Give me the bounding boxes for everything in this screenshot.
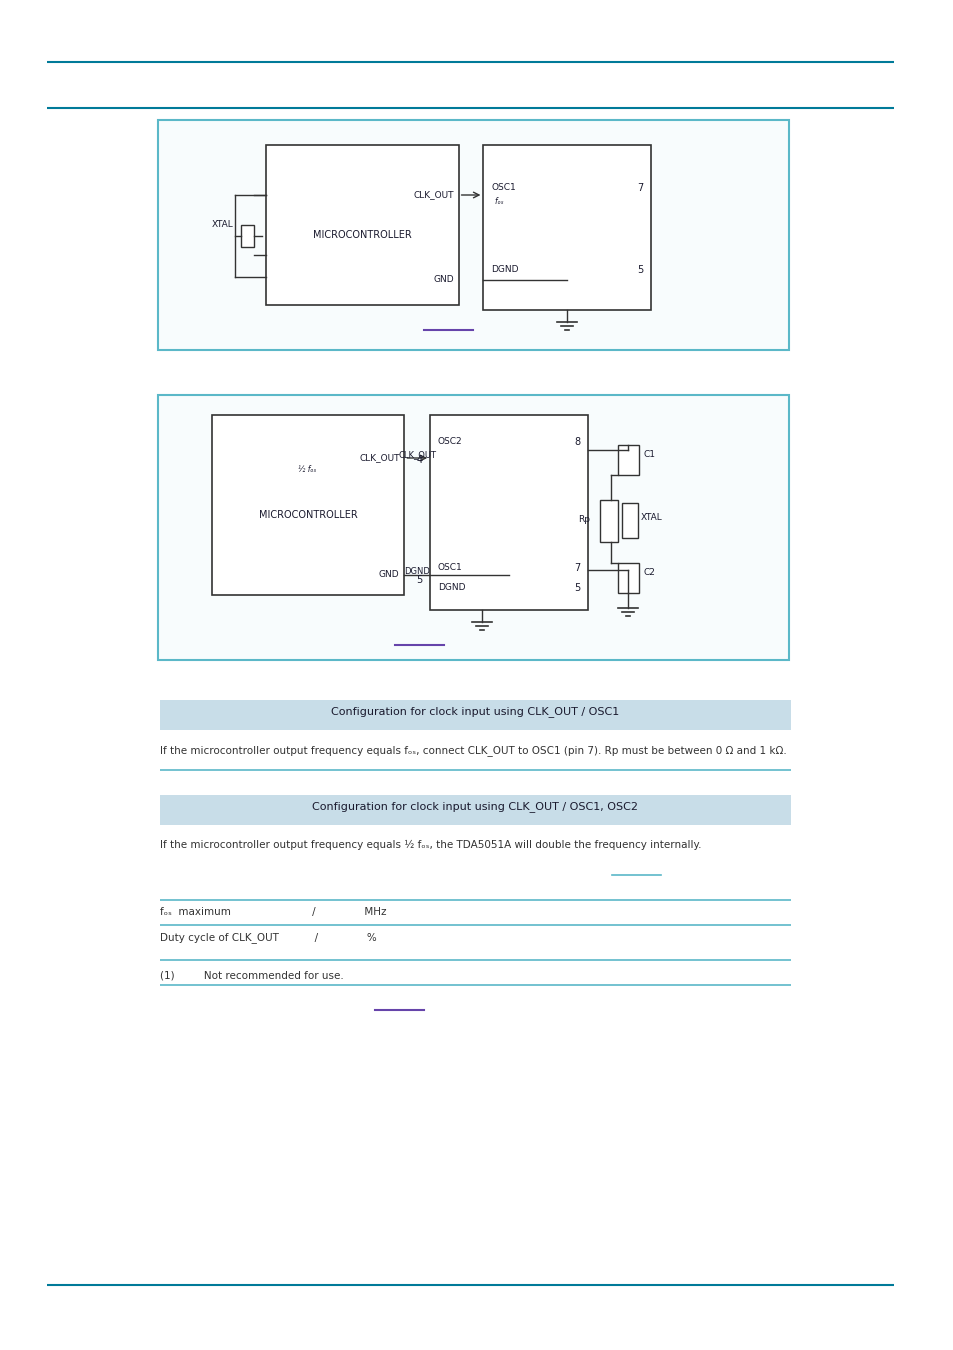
Text: GND: GND	[433, 275, 454, 284]
Bar	[160, 795, 790, 825]
Text: 8: 8	[574, 437, 579, 447]
Bar	[212, 414, 404, 595]
Text: ½ fₒₛ⁣: ½ fₒₛ⁣	[298, 464, 316, 474]
Text: 4: 4	[416, 455, 422, 464]
Text: DGND: DGND	[404, 567, 430, 576]
Text: 7: 7	[573, 563, 579, 572]
Bar	[240, 225, 254, 247]
Text: CLK_OUT: CLK_OUT	[358, 454, 399, 462]
Text: fₒₛ⁣  maximum                         /               MHz: fₒₛ⁣ maximum / MHz	[160, 907, 386, 917]
Text: OSC1: OSC1	[437, 563, 462, 572]
Bar	[157, 396, 788, 660]
Bar	[483, 144, 650, 310]
Text: C1: C1	[642, 450, 655, 459]
Bar	[266, 144, 458, 305]
Bar	[617, 446, 639, 475]
Text: MICROCONTROLLER: MICROCONTROLLER	[313, 230, 412, 240]
Text: MICROCONTROLLER: MICROCONTROLLER	[258, 510, 357, 520]
Text: C2: C2	[642, 568, 655, 576]
Text: OSC2: OSC2	[437, 437, 462, 446]
Text: 5: 5	[573, 583, 579, 593]
Text: Configuration for clock input using CLK_OUT / OSC1, OSC2: Configuration for clock input using CLK_…	[313, 801, 638, 811]
Text: 7: 7	[637, 184, 642, 193]
Bar	[599, 500, 617, 541]
Text: DGND: DGND	[491, 265, 518, 274]
Text: Rp: Rp	[578, 514, 589, 524]
Text: XTAL: XTAL	[212, 220, 233, 230]
Text: DGND: DGND	[437, 583, 465, 593]
Text: CLK_OUT: CLK_OUT	[397, 450, 436, 459]
Text: Configuration for clock input using CLK_OUT / OSC1: Configuration for clock input using CLK_…	[331, 706, 618, 717]
Text: 5: 5	[637, 265, 642, 275]
Text: GND: GND	[378, 570, 399, 579]
Text: OSC1: OSC1	[491, 184, 516, 192]
Text: Duty cycle of CLK_OUT           /               %: Duty cycle of CLK_OUT / %	[160, 931, 376, 942]
Text: CLK_OUT: CLK_OUT	[413, 190, 454, 198]
Text: If the microcontroller output frequency equals ½ fₒₛ⁣, the TDA5051A will double : If the microcontroller output frequency …	[160, 840, 700, 850]
Text: 5: 5	[416, 575, 422, 585]
Bar	[157, 120, 788, 350]
Bar	[430, 414, 587, 610]
Text: fₒₛ⁣: fₒₛ⁣	[495, 197, 503, 207]
Bar	[621, 504, 638, 539]
Text: (1)         Not recommended for use.: (1) Not recommended for use.	[160, 971, 343, 980]
Text: If the microcontroller output frequency equals fₒₛ⁣, connect CLK_OUT to OSC1 (pi: If the microcontroller output frequency …	[160, 745, 785, 756]
Bar	[617, 563, 639, 593]
Text: XTAL: XTAL	[640, 513, 662, 522]
Bar	[160, 701, 790, 730]
